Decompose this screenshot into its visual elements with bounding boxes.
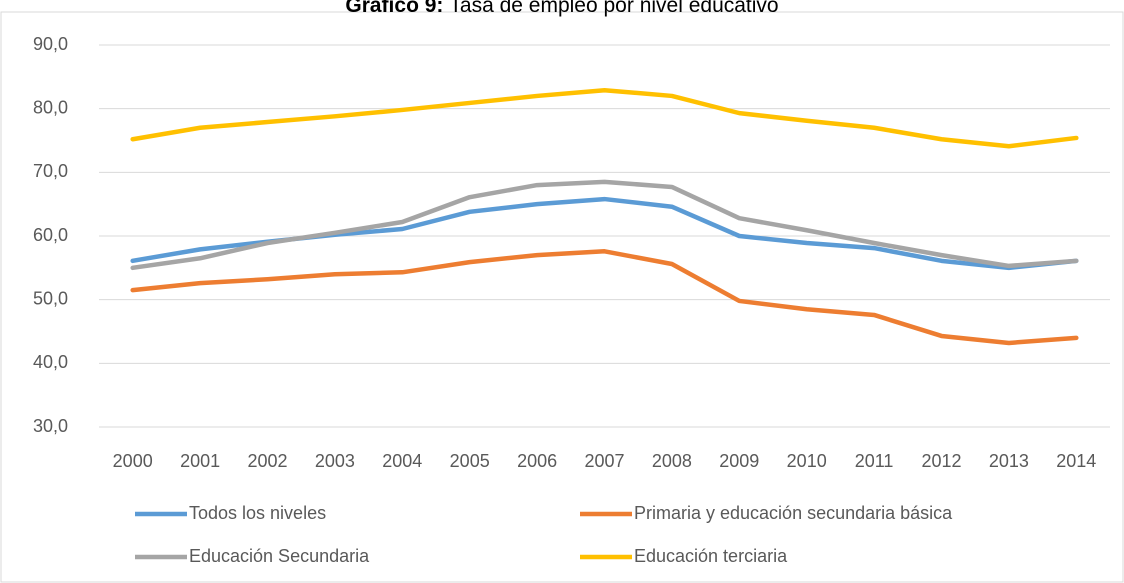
x-tick-label: 2003 bbox=[315, 451, 355, 471]
x-tick-label: 2014 bbox=[1056, 451, 1096, 471]
x-tick-label: 2001 bbox=[180, 451, 220, 471]
series-line bbox=[130, 179, 1079, 271]
x-tick-label: 2004 bbox=[382, 451, 422, 471]
title-prefix: Gráfico 9: bbox=[345, 0, 443, 17]
y-tick-label: 70,0 bbox=[33, 161, 68, 181]
x-tick-label: 2006 bbox=[517, 451, 557, 471]
y-tick-label: 40,0 bbox=[33, 352, 68, 372]
legend-label: Educación terciaria bbox=[634, 546, 788, 566]
y-tick-label: 90,0 bbox=[33, 34, 68, 54]
title-text: Tasa de empleo por nivel educativo bbox=[449, 0, 778, 17]
x-tick-label: 2012 bbox=[921, 451, 961, 471]
x-tick-label: 2002 bbox=[247, 451, 287, 471]
legend-label: Educación Secundaria bbox=[189, 546, 370, 566]
legend-label: Primaria y educación secundaria básica bbox=[634, 503, 953, 523]
y-tick-label: 30,0 bbox=[33, 416, 68, 436]
x-tick-label: 2009 bbox=[719, 451, 759, 471]
x-tick-label: 2011 bbox=[855, 451, 894, 471]
x-tick-label: 2010 bbox=[787, 451, 827, 471]
x-tick-label: 2008 bbox=[652, 451, 692, 471]
chart-border bbox=[0, 11, 1124, 583]
x-tick-label: 2000 bbox=[113, 451, 153, 471]
series-line bbox=[130, 87, 1079, 149]
chart-title: Gráfico 9: Tasa de empleo por nivel educa… bbox=[345, 0, 778, 17]
series-line bbox=[130, 249, 1079, 346]
y-tick-label: 80,0 bbox=[33, 97, 68, 117]
y-tick-label: 60,0 bbox=[33, 225, 68, 245]
x-tick-label: 2007 bbox=[584, 451, 624, 471]
y-tick-label: 50,0 bbox=[33, 288, 68, 308]
x-tick-label: 2013 bbox=[989, 451, 1029, 471]
legend-label: Todos los niveles bbox=[189, 503, 326, 523]
x-tick-label: 2005 bbox=[450, 451, 490, 471]
